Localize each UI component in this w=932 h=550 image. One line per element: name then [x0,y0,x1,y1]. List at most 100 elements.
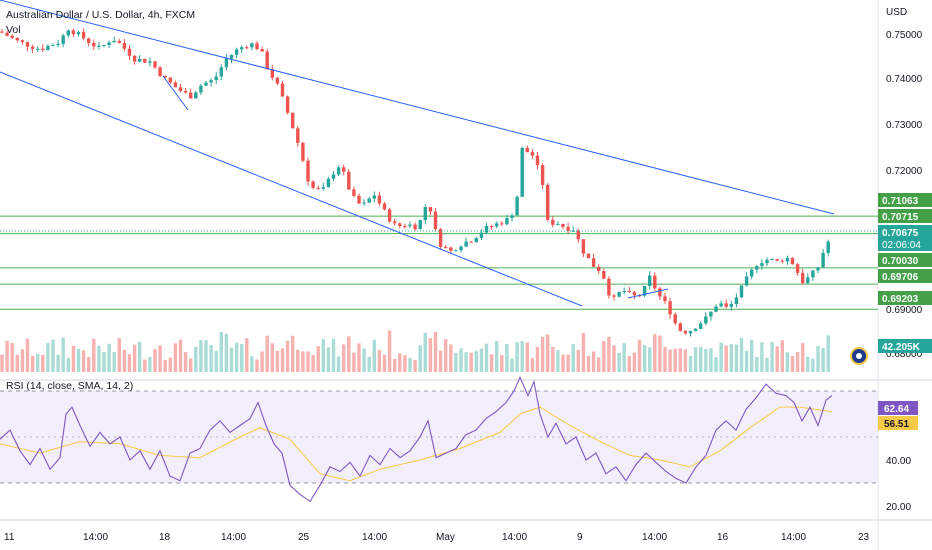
last-price: 0.70675 [882,228,919,239]
volume-bar [744,350,749,372]
lower-channel-line[interactable] [0,71,583,307]
candle-body [25,42,30,47]
volume-bar [714,357,718,372]
volume-bar [168,357,172,372]
price-tick: 0.74000 [886,74,923,85]
volume-bar [291,335,295,372]
candle-body [750,269,754,277]
time-tick: 23 [858,532,870,543]
volume-bar [444,339,448,372]
candle-body [173,82,178,88]
volume-bar [622,343,626,372]
volume-bar [36,353,40,372]
volume-bar [224,333,229,372]
volume-bar [102,352,106,372]
volume-bar [138,341,142,372]
volume-bar [515,342,519,372]
volume-bar [561,354,565,372]
volume-bar [15,354,19,372]
candle-body [806,277,810,284]
candle-body [71,30,76,35]
volume-bar [648,347,652,372]
candle-body [132,55,137,62]
candle-body [178,87,183,91]
time-tick: 11 [4,532,15,543]
volume-bar [403,355,407,372]
candle-body [709,311,713,317]
candle-body [566,226,570,231]
volume-bar [61,337,65,372]
globe-icon[interactable] [850,347,868,365]
candle-body [520,147,524,197]
price-tick: 0.73000 [886,120,923,131]
short-trend-line[interactable] [162,75,189,111]
volume-bar [122,349,127,372]
candle-body [76,32,81,35]
volume-bar [362,348,366,372]
candle-body [122,43,127,49]
candle-body [821,252,825,268]
time-tick: 14:00 [83,532,108,543]
volume-bar [602,341,606,372]
support-trend-line[interactable] [627,288,669,299]
trend-lines[interactable] [0,0,835,307]
candle-body [433,211,438,230]
volume-bar [816,345,820,372]
candle-body [301,142,305,161]
candle-body [316,187,320,189]
volume-bar [163,359,167,372]
volume-bar [520,341,524,372]
volume-bar [347,336,351,372]
candle-body [418,220,422,230]
candle-body [438,229,443,247]
candle-body [81,32,86,39]
candle-body [765,259,769,264]
candle-body [500,223,504,225]
volume-bar [546,334,550,372]
candle-body [66,30,70,36]
volume-bar [510,358,514,372]
volume-bar [668,349,672,372]
volume-bar [755,357,759,372]
volume-bar [418,345,422,372]
volume-bar [158,345,162,372]
volume-bar [474,350,478,372]
volume-bar [112,352,116,372]
time-tick: 14:00 [362,532,387,543]
candle-body [540,165,545,185]
level-badge: 0.69706 [878,269,932,283]
candle-body [148,61,152,63]
volume-bar [780,340,784,372]
candle-body [214,76,218,81]
volume-bar [148,356,152,372]
volume-bar [658,335,662,372]
volume-bar [617,352,621,372]
candle-body [311,181,315,188]
candle-body [704,316,708,324]
time-tick: 14:00 [221,532,246,543]
volume-bar [372,339,376,372]
volume-bar [433,331,438,372]
upper-channel-line[interactable] [0,0,835,215]
candle-body [209,80,213,83]
volume-bar [673,348,677,372]
volume-bar [301,351,305,372]
volume-bar [479,348,484,372]
volume-bar [270,343,274,372]
time-tick: 9 [577,532,583,543]
volume-bar [469,352,473,372]
candle-body [556,223,560,225]
time-tick: 18 [159,532,171,543]
volume-bar [454,352,458,372]
candle-body [265,51,269,69]
volume-bar [801,343,805,372]
volume-bar [132,344,137,372]
volume-bar [173,343,178,372]
volume-bar [632,352,637,372]
svg-text:0.70030: 0.70030 [882,256,919,267]
price-tick: 0.69000 [886,305,923,316]
candle-body [535,155,540,166]
candle-body [413,224,417,230]
candle-body [546,184,550,220]
